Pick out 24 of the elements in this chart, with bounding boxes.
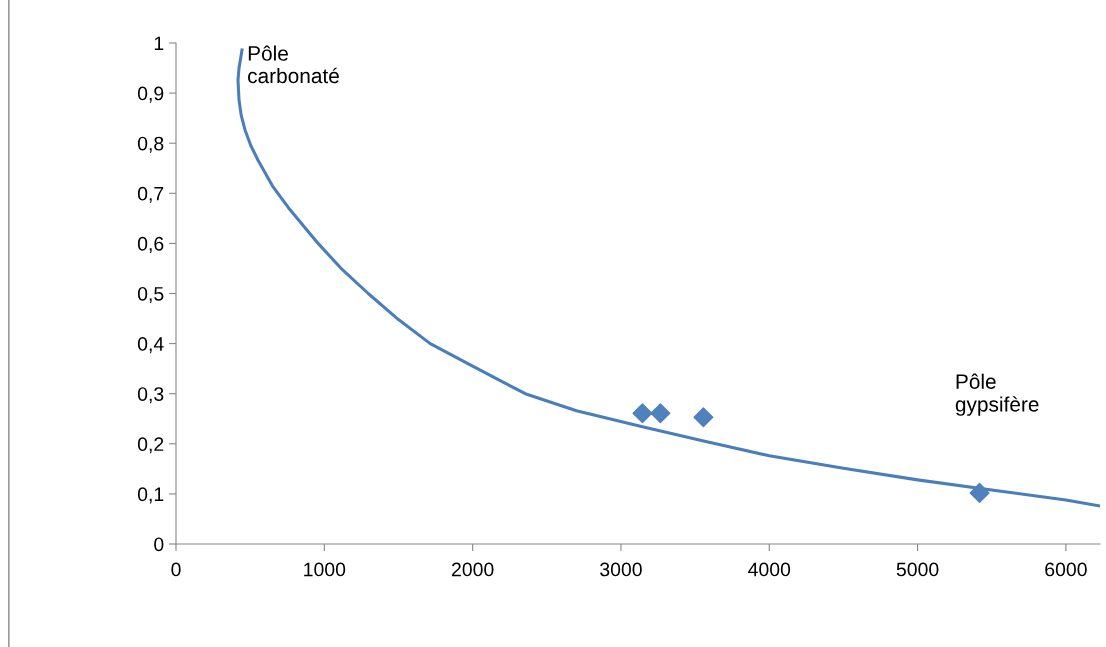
y-tick-label: 0,5	[137, 286, 164, 304]
y-tick-label: 0,3	[137, 387, 164, 404]
point	[650, 403, 671, 424]
y-tick-label: 1	[154, 36, 164, 51]
x-tick-label: 3000	[600, 562, 642, 577]
y-tick-label: 0,6	[137, 236, 164, 253]
y-tick-label: 0,4	[137, 337, 164, 354]
annotation: Pôle gypsifère	[955, 373, 1039, 416]
point	[632, 403, 653, 424]
x-tick-label: 4000	[748, 562, 791, 577]
x-tick-label: 6000	[1045, 562, 1087, 577]
x-tick-label: 2000	[451, 562, 494, 577]
y-tick-label: 0,2	[137, 437, 164, 454]
point	[693, 407, 714, 428]
x-tick-label: 5000	[896, 562, 939, 577]
point	[969, 482, 990, 503]
y-tick-label: 0	[154, 537, 164, 552]
y-tick-label: 0,1	[137, 487, 164, 504]
y-tick-label: 0,9	[137, 86, 164, 103]
x-tick-label: 1000	[304, 562, 346, 577]
y-tick-label: 0,8	[137, 136, 164, 153]
x-tick-label: 0	[171, 562, 181, 577]
y-tick-label: 0,7	[137, 186, 164, 203]
annotation: Pôle carbonaté	[248, 45, 339, 84]
